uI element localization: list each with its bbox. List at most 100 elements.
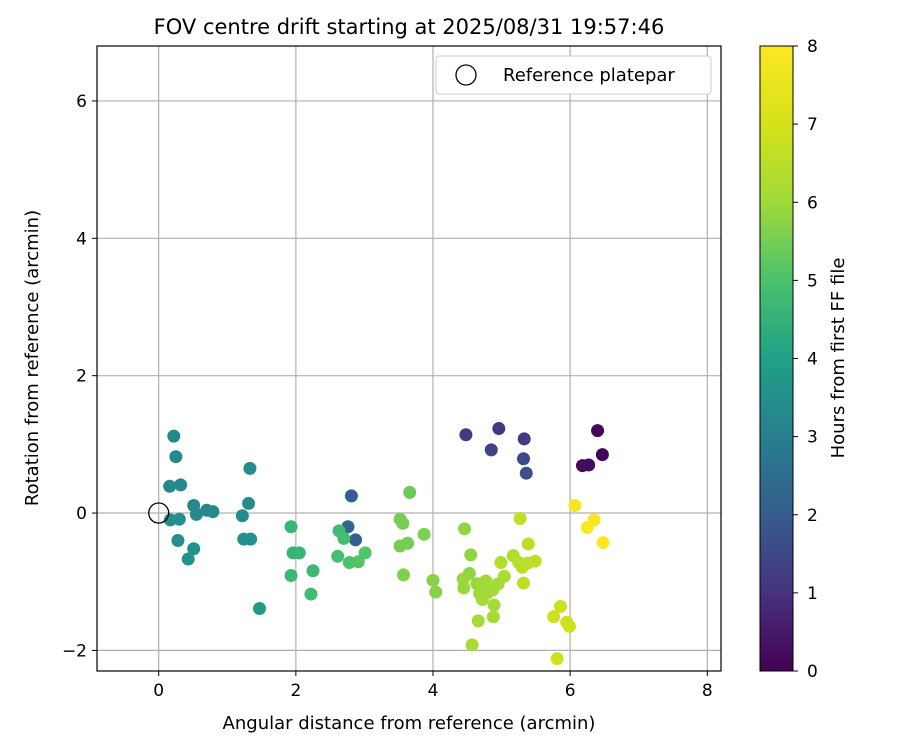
data-point (337, 531, 351, 545)
data-point (172, 512, 186, 526)
colorbar-tick-label: 5 (807, 271, 818, 291)
colorbar-tick-label: 3 (807, 428, 818, 448)
colorbar-tick-label: 7 (807, 115, 818, 135)
reference-point (148, 502, 170, 524)
legend-box (435, 55, 712, 95)
data-point (331, 549, 345, 563)
data-point (304, 587, 318, 601)
data-point (517, 452, 531, 466)
colorbar-label: Hours from first FF file (828, 258, 849, 459)
data-point (284, 569, 298, 583)
y-tick-label: 4 (76, 229, 87, 249)
y-axis-ticks: −2 0 2 4 6 (62, 92, 97, 661)
data-point (457, 581, 471, 595)
data-point (528, 554, 542, 568)
y-tick-label: −2 (62, 641, 87, 661)
x-tick-label: 2 (290, 681, 301, 701)
y-tick-label: 6 (76, 92, 87, 112)
colorbar-tick-label: 2 (807, 506, 818, 526)
x-tick-label: 8 (702, 681, 713, 701)
data-point (292, 546, 306, 560)
data-point (397, 568, 411, 582)
colorbar (759, 45, 794, 672)
data-point (244, 532, 258, 546)
plot-frame (96, 45, 722, 672)
x-tick-label: 6 (565, 681, 576, 701)
legend: Reference platepar (435, 55, 712, 95)
x-axis-ticks: 0 2 4 6 8 (153, 671, 713, 701)
data-point (396, 516, 410, 530)
data-point (181, 552, 195, 566)
data-point (497, 569, 511, 583)
colorbar-tick-label: 8 (807, 37, 818, 57)
colorbar-ticks: 0 1 2 3 4 5 6 7 8 (793, 37, 818, 682)
data-point (187, 542, 201, 556)
colorbar-tick-label: 0 (807, 662, 818, 682)
x-tick-label: 4 (428, 681, 439, 701)
data-point (284, 520, 298, 534)
data-point (459, 428, 473, 442)
data-point (464, 548, 478, 562)
y-tick-label: 0 (76, 504, 87, 524)
data-point (349, 533, 363, 547)
data-point (486, 610, 500, 624)
reference-platepar-marker (148, 502, 170, 524)
data-point (580, 520, 594, 534)
data-point (206, 505, 220, 519)
data-point (351, 555, 365, 569)
data-points (163, 422, 610, 666)
x-tick-label: 0 (153, 681, 164, 701)
data-point (458, 522, 472, 536)
data-point (521, 537, 535, 551)
data-point (393, 539, 407, 553)
colorbar-tick-label: 4 (807, 350, 818, 370)
legend-marker (455, 64, 477, 86)
data-point (471, 614, 485, 628)
data-point (513, 512, 527, 526)
data-point (306, 564, 320, 578)
data-point (235, 509, 249, 523)
data-point (550, 652, 564, 666)
data-point (171, 534, 185, 548)
data-point (595, 448, 609, 462)
data-point (487, 598, 501, 612)
data-point (189, 507, 203, 521)
data-point (163, 479, 177, 493)
data-point (358, 546, 372, 560)
data-point (519, 466, 533, 480)
data-point (554, 599, 568, 613)
data-point (417, 527, 431, 541)
data-point (484, 443, 498, 457)
data-point (475, 593, 489, 607)
data-point (596, 536, 610, 550)
data-point (479, 574, 493, 588)
data-point (429, 585, 443, 599)
data-point (568, 498, 582, 512)
chart-title: FOV centre drift starting at 2025/08/31 … (154, 15, 665, 39)
data-point (344, 489, 358, 503)
data-point (242, 496, 256, 510)
data-point (547, 610, 561, 624)
data-point (562, 619, 576, 633)
data-point (243, 461, 257, 475)
data-point (492, 422, 506, 436)
data-point (494, 555, 508, 569)
data-point (517, 432, 531, 446)
data-point (169, 450, 183, 464)
x-axis-label: Angular distance from reference (arcmin) (223, 713, 596, 734)
data-point (465, 638, 479, 652)
data-point (575, 459, 589, 473)
data-point (253, 602, 267, 615)
data-point (167, 429, 181, 443)
y-axis-label: Rotation from reference (arcmin) (22, 210, 43, 506)
y-tick-label: 2 (76, 367, 87, 387)
data-point (517, 576, 531, 590)
data-point (591, 424, 605, 438)
data-point (426, 573, 440, 587)
colorbar-tick-label: 1 (807, 584, 818, 604)
data-point (174, 478, 188, 492)
legend-label: Reference platepar (503, 65, 675, 86)
data-point (403, 485, 417, 499)
colorbar-tick-label: 6 (807, 193, 818, 213)
